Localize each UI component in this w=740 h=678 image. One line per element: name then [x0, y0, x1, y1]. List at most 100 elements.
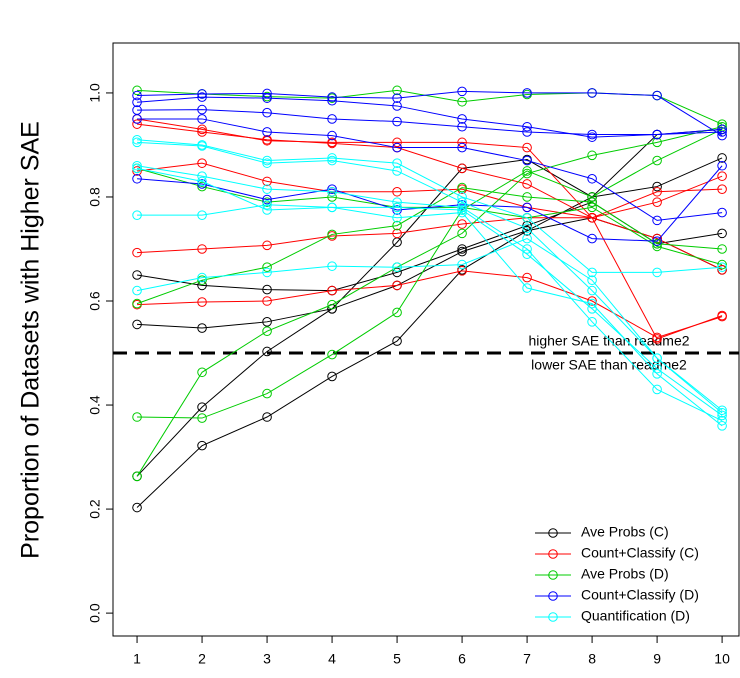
point: [392, 202, 402, 213]
point: [262, 284, 272, 295]
point: [587, 150, 597, 161]
point: [262, 158, 272, 168]
x-tick-label: 3: [263, 651, 271, 667]
point: [587, 202, 597, 213]
point: [262, 184, 272, 194]
legend-label: Count+Classify (D): [581, 587, 699, 603]
legend-label: Quantification (D): [581, 608, 690, 624]
series-line: [137, 128, 723, 419]
point: [652, 236, 662, 246]
point: [652, 267, 662, 278]
point: [652, 186, 662, 197]
point: [197, 275, 207, 286]
point: [392, 197, 402, 207]
point: [197, 402, 207, 412]
point: [717, 228, 727, 239]
point: [197, 158, 207, 168]
point: [522, 249, 532, 259]
point: [262, 197, 272, 207]
point: [587, 132, 597, 142]
legend-marker: [548, 528, 558, 538]
annotation: lower SAE than readme2: [531, 357, 687, 373]
point: [327, 114, 337, 124]
point: [457, 259, 467, 270]
point: [522, 142, 532, 153]
point: [197, 179, 207, 189]
y-tick-label: 0.2: [87, 499, 103, 519]
point: [587, 298, 597, 309]
point: [197, 89, 207, 99]
point: [197, 181, 207, 192]
series-line: [137, 217, 723, 340]
point: [327, 155, 337, 166]
point: [327, 184, 337, 194]
point: [327, 371, 337, 382]
point: [197, 127, 207, 137]
point: [522, 272, 532, 283]
point: [587, 267, 597, 278]
point: [717, 171, 727, 181]
point: [652, 181, 662, 192]
point: [522, 179, 532, 189]
point: [262, 93, 272, 103]
point: [132, 210, 142, 220]
point: [522, 223, 532, 233]
point: [392, 307, 402, 318]
point: [587, 192, 597, 202]
legend-label: Ave Probs (D): [581, 566, 669, 582]
point: [197, 176, 207, 187]
point: [717, 311, 727, 322]
point: [522, 121, 532, 132]
series-line: [137, 270, 723, 338]
plot-frame: [112, 42, 740, 637]
point: [652, 197, 662, 207]
point: [262, 296, 272, 306]
series-line: [137, 89, 723, 125]
point: [327, 137, 337, 148]
point: [717, 130, 727, 141]
legend-label: Ave Probs (C): [581, 524, 669, 540]
series-line: [137, 165, 723, 242]
point: [717, 421, 727, 431]
x-tick-label: 2: [198, 651, 206, 667]
point: [457, 205, 467, 215]
point: [522, 244, 532, 254]
point: [392, 142, 402, 153]
point: [197, 297, 207, 307]
point: [457, 137, 467, 148]
point: [197, 323, 207, 333]
point: [262, 127, 272, 137]
point: [457, 163, 467, 174]
point: [587, 233, 597, 244]
point: [717, 207, 727, 218]
point: [327, 95, 337, 106]
point: [132, 247, 142, 258]
point: [262, 155, 272, 166]
point: [587, 88, 597, 98]
point: [327, 130, 337, 141]
point: [522, 212, 532, 223]
legend-marker: [548, 612, 558, 622]
point: [262, 205, 272, 215]
point: [457, 207, 467, 218]
point: [392, 228, 402, 239]
point: [262, 194, 272, 205]
series-line: [137, 204, 723, 427]
point: [132, 173, 142, 184]
point: [392, 101, 402, 111]
point: [197, 272, 207, 283]
point: [652, 137, 662, 148]
point: [132, 319, 142, 330]
series-line: [137, 128, 723, 329]
point: [717, 124, 727, 135]
x-tick-label: 4: [328, 651, 336, 667]
legend-marker: [548, 570, 558, 580]
point: [652, 369, 662, 379]
point: [197, 141, 207, 151]
point: [717, 259, 727, 270]
point: [262, 346, 272, 357]
point: [457, 182, 467, 193]
point: [652, 353, 662, 364]
point: [327, 186, 337, 197]
